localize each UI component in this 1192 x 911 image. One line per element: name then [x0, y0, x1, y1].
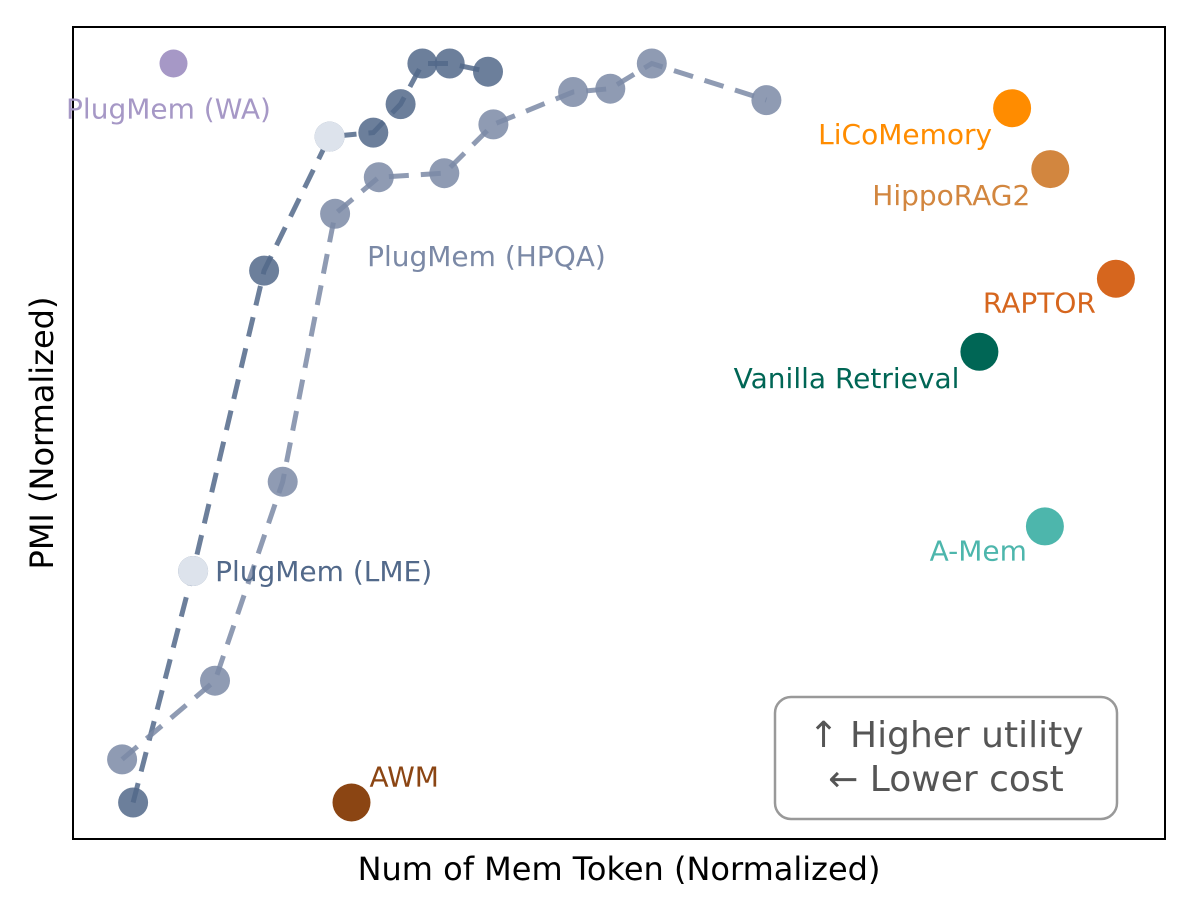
point-plugmem-lme-5	[385, 89, 416, 120]
point-plugmem-hpqa-7	[558, 77, 589, 107]
point-plugmem-hpqa-5	[429, 158, 460, 189]
annotation-line-utility: ↑ Higher utility	[808, 715, 1083, 756]
point-plugmem-lme-6	[407, 48, 438, 79]
point-plugmem-lme-4	[358, 117, 389, 148]
point-plugmem-wa	[159, 49, 188, 78]
point-hipporag2	[1031, 150, 1070, 189]
annotation-line-cost: ← Lower cost	[828, 759, 1064, 800]
point-a-mem	[1025, 507, 1064, 546]
point-plugmem-lme-0	[118, 787, 149, 818]
highlight-marker-1	[178, 556, 209, 586]
point-plugmem-hpqa-3	[320, 198, 351, 229]
series-line-plugmem-hpqa	[120, 60, 768, 762]
label-plugmem-lme: PlugMem (LME)	[215, 555, 432, 588]
point-plugmem-hpqa-10	[751, 85, 782, 116]
label-raptor: RAPTOR	[983, 287, 1096, 320]
point-labels-layer: PlugMem (WA) LiCoMemory HippoRAG2 RAPTOR Van…	[66, 93, 1096, 794]
point-plugmem-lme-8	[473, 56, 503, 87]
point-licomemory	[993, 89, 1032, 128]
y-axis-label: PMI (Normalized)	[23, 297, 61, 570]
annotation-box: ↑ Higher utility ← Lower cost	[773, 695, 1119, 821]
highlight-marker-0	[314, 121, 345, 152]
plot-frame	[72, 26, 1166, 840]
label-a-mem: A-Mem	[930, 534, 1027, 567]
markers-layer	[107, 48, 1135, 822]
label-awm: AWM	[370, 761, 439, 794]
label-vanilla-retrieval: Vanilla Retrieval	[734, 362, 960, 395]
point-plugmem-lme-7	[434, 48, 465, 79]
label-plugmem-hpqa: PlugMem (HPQA)	[367, 240, 606, 273]
point-plugmem-hpqa-8	[595, 73, 626, 104]
point-awm	[332, 783, 371, 822]
point-raptor	[1096, 259, 1135, 298]
label-plugmem-wa: PlugMem (WA)	[66, 93, 271, 126]
label-hipporag2: HippoRAG2	[872, 179, 1030, 212]
annotation-box-frame	[773, 695, 1119, 821]
label-licomemory: LiCoMemory	[818, 118, 992, 151]
point-plugmem-hpqa-6	[478, 109, 509, 140]
point-plugmem-hpqa-9	[636, 48, 667, 79]
point-plugmem-hpqa-2	[267, 466, 298, 497]
point-vanilla-retrieval	[960, 332, 999, 371]
point-plugmem-hpqa-1	[200, 665, 230, 696]
point-plugmem-hpqa-0	[107, 744, 138, 775]
x-axis-label: Num of Mem Token (Normalized)	[358, 850, 881, 888]
point-plugmem-lme-2	[249, 255, 280, 286]
point-plugmem-hpqa-4	[363, 162, 394, 193]
